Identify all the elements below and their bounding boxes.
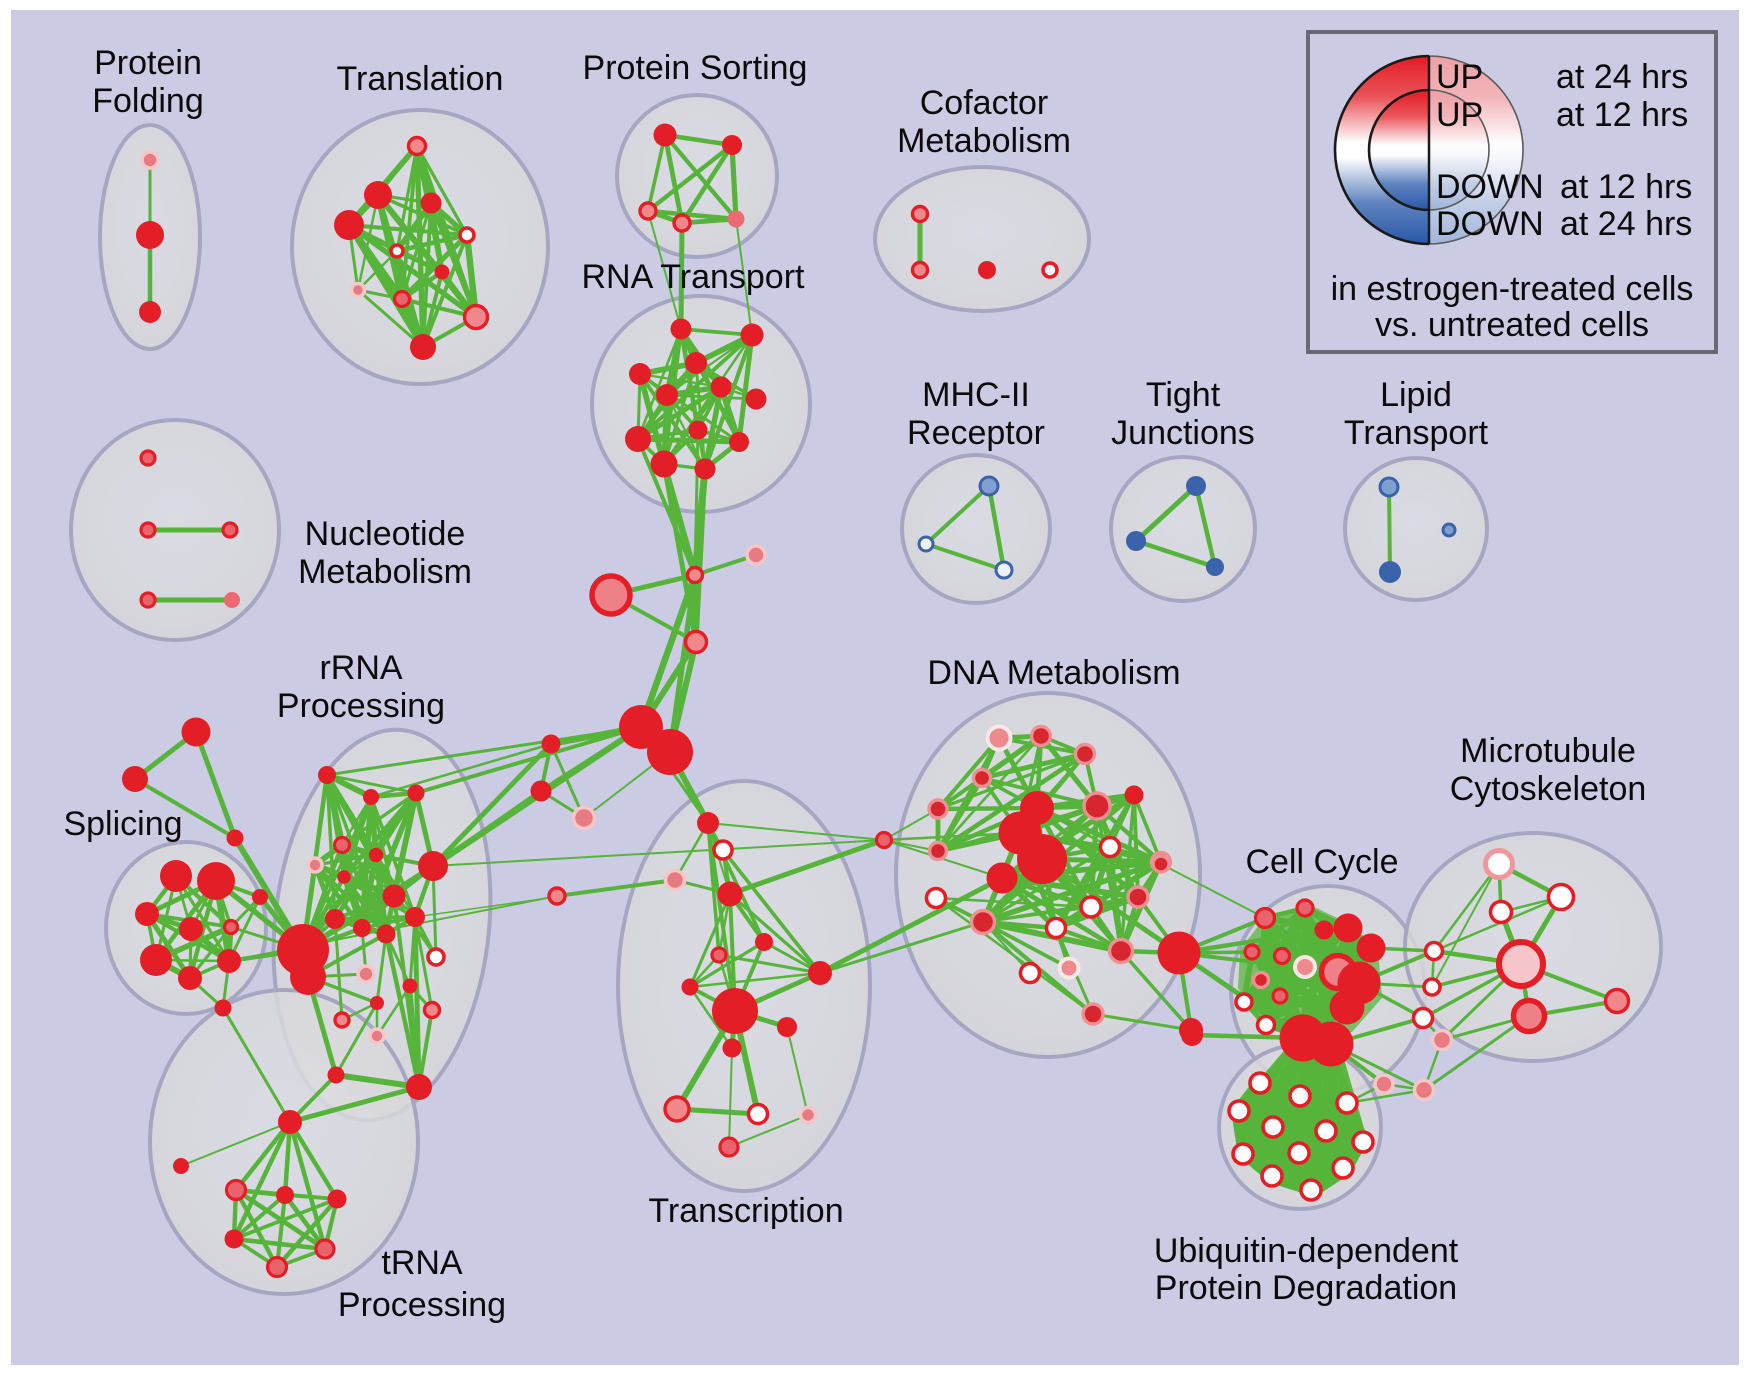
svg-text:Transcription: Transcription — [648, 1192, 843, 1230]
svg-text:UP: UP — [1436, 96, 1483, 134]
svg-text:Tight: Tight — [1146, 376, 1221, 414]
svg-text:DOWN: DOWN — [1436, 205, 1544, 243]
svg-text:Cell Cycle: Cell Cycle — [1245, 843, 1398, 881]
svg-text:Processing: Processing — [338, 1286, 506, 1324]
svg-text:Transport: Transport — [1344, 414, 1489, 452]
svg-text:at 12 hrs: at 12 hrs — [1560, 168, 1692, 206]
svg-text:rRNA: rRNA — [319, 649, 402, 687]
svg-text:at 24 hrs: at 24 hrs — [1556, 58, 1688, 96]
svg-text:Nucleotide: Nucleotide — [305, 515, 466, 553]
svg-text:at 24 hrs: at 24 hrs — [1560, 205, 1692, 243]
svg-text:Translation: Translation — [337, 60, 504, 98]
svg-text:UP: UP — [1436, 58, 1483, 96]
svg-text:Metabolism: Metabolism — [298, 553, 472, 591]
svg-text:Microtubule: Microtubule — [1460, 732, 1636, 770]
svg-text:Lipid: Lipid — [1380, 376, 1452, 414]
svg-text:at 12 hrs: at 12 hrs — [1556, 96, 1688, 134]
svg-text:Ubiquitin-dependent: Ubiquitin-dependent — [1154, 1232, 1459, 1270]
svg-text:Splicing: Splicing — [63, 805, 182, 843]
svg-text:in estrogen-treated cells: in estrogen-treated cells — [1331, 270, 1694, 308]
svg-text:Cofactor: Cofactor — [920, 84, 1049, 122]
svg-text:RNA Transport: RNA Transport — [582, 258, 806, 296]
svg-text:Folding: Folding — [92, 82, 204, 120]
svg-text:Processing: Processing — [277, 687, 445, 725]
svg-text:tRNA: tRNA — [381, 1244, 463, 1282]
svg-text:Protein Degradation: Protein Degradation — [1155, 1269, 1457, 1307]
svg-text:Protein: Protein — [94, 44, 202, 82]
svg-text:DOWN: DOWN — [1436, 168, 1544, 206]
svg-text:vs. untreated cells: vs. untreated cells — [1375, 306, 1649, 344]
svg-text:Metabolism: Metabolism — [897, 122, 1071, 160]
svg-text:MHC-II: MHC-II — [922, 376, 1030, 414]
svg-text:DNA Metabolism: DNA Metabolism — [927, 654, 1180, 692]
svg-text:Cytoskeleton: Cytoskeleton — [1450, 770, 1647, 808]
svg-text:Protein Sorting: Protein Sorting — [583, 49, 808, 87]
svg-text:Junctions: Junctions — [1111, 414, 1255, 452]
svg-text:Receptor: Receptor — [907, 414, 1045, 452]
